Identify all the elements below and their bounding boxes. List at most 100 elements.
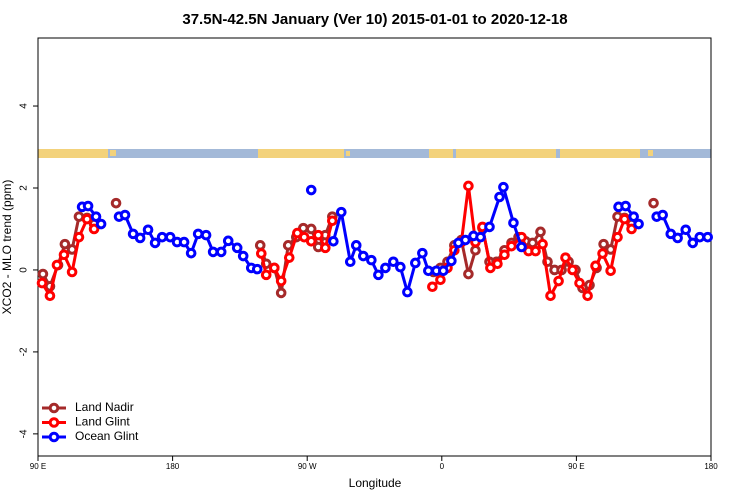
data-point [553,275,564,287]
data-point [545,290,556,302]
data-point [350,240,362,251]
data-point [222,235,234,247]
x-tick-label: 90 E [30,462,46,471]
data-point [530,245,541,257]
data-point [395,261,406,273]
data-point [215,246,227,258]
data-point [590,260,601,272]
data-point [275,287,287,299]
data-point [255,248,267,259]
data-point [185,247,197,259]
data-point [149,237,161,249]
data-point [494,191,505,203]
data-point [506,240,517,252]
data-point [81,213,93,225]
data-point [335,206,347,218]
data-point [254,240,266,251]
y-tick-label: -4 [19,429,30,438]
legend-marker [48,417,60,428]
data-point [475,231,486,243]
data-point [463,268,474,280]
data-point [620,200,631,212]
data-point [516,241,527,253]
data-point [231,242,243,254]
data-point [283,252,295,263]
data-point [82,200,94,212]
data-point [702,231,714,243]
x-axis-label: Longitude [349,476,402,490]
x-tick-label: 0 [440,462,445,471]
data-point [268,262,280,274]
data-point [344,256,356,268]
data-point [508,217,519,229]
data-point [37,268,49,280]
data-point [207,246,219,258]
data-point [560,252,571,263]
data-point [51,259,63,271]
land-ocean-strip [38,149,711,158]
x-tick-label: 90 W [298,462,317,471]
x-tick-label: 90 E [568,462,584,471]
legend-label: Land Glint [75,415,130,429]
data-point [498,181,509,193]
data-point [597,248,608,259]
data-point [527,237,538,249]
x-tick-label: 180 [166,462,180,471]
data-point [373,269,384,281]
data-point [380,262,391,274]
data-point [178,236,190,248]
series-line [81,185,708,294]
data-point [388,256,399,268]
data-point [305,184,317,196]
data-point [484,221,495,233]
data-point [319,242,331,254]
data-point [142,224,154,236]
data-point [582,290,593,302]
legend-label: Ocean Glint [75,429,139,443]
data-point [470,244,481,256]
data-point [134,232,146,244]
data-point [628,211,639,222]
data-point [410,257,421,269]
data-point [237,250,249,262]
legend-marker [48,402,60,414]
data-point [110,197,122,209]
data-point [427,281,438,293]
data-point [200,229,212,241]
data-point [435,274,446,286]
data-point [633,218,644,230]
data-point [251,263,263,275]
plot-frame [37,37,712,457]
data-point [437,265,449,277]
data-point [619,213,630,225]
data-point [73,211,85,222]
data-point [90,211,102,222]
x-tick-label: 180 [704,462,718,471]
data-point [59,238,71,250]
y-tick-label: -2 [19,347,30,356]
y-tick-label: 4 [19,103,30,109]
y-tick-label: 2 [19,185,30,191]
data-point [44,290,56,302]
data-point [357,250,369,262]
data-point [119,209,131,221]
legend-label: Land Nadir [75,400,134,414]
legend-marker [48,431,60,443]
data-point [499,249,510,261]
data-point [327,215,338,227]
data-point [328,235,339,247]
data-point [687,237,699,249]
data-point [73,231,85,243]
data-point [366,254,377,266]
data-point [680,224,692,236]
data-point [460,234,471,246]
data-point [605,265,616,277]
data-point [88,223,100,235]
data-point [260,269,272,281]
data-point [95,218,107,230]
data-point [567,264,578,276]
data-point [492,258,503,270]
data-point [574,277,585,289]
y-axis-label: XCO2 - MLO trend (ppm) [0,180,14,315]
